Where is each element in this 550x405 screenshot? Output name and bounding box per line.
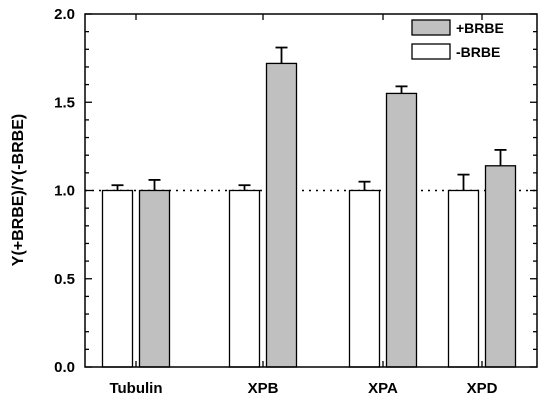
y-tick-label: 2.0 <box>54 6 75 23</box>
y-axis-title: Y(+BRBE)/Y(-BRBE) <box>10 114 27 266</box>
legend: +BRBE -BRBE <box>411 19 504 60</box>
y-tick-label: 0.5 <box>54 271 75 288</box>
axes-layer: Tubulin XPB XPA XPD 0.0 0.5 1.0 1.5 2.0 <box>54 6 538 397</box>
bar-xpd-plus-brbe <box>484 165 517 368</box>
legend-swatch <box>411 43 451 60</box>
bar-tubulin-plus-brbe <box>138 189 171 368</box>
y-tick-label: 1.0 <box>54 183 75 200</box>
legend-label: -BRBE <box>456 44 500 60</box>
bar-xpa-plus-brbe <box>385 92 418 368</box>
y-tick-label: 0.0 <box>54 359 75 376</box>
bar-xpd-minus-brbe <box>447 189 480 368</box>
bars-layer <box>101 46 517 368</box>
bar-xpb-minus-brbe <box>228 189 261 368</box>
x-tick-label: XPB <box>248 380 279 397</box>
x-tick-label: XPD <box>467 380 498 397</box>
x-tick-label: XPA <box>368 380 398 397</box>
y-tick-label: 1.5 <box>54 94 75 111</box>
legend-label: +BRBE <box>456 20 504 36</box>
x-tick-label: Tubulin <box>109 380 162 397</box>
legend-swatch <box>411 19 451 36</box>
bar-tubulin-minus-brbe <box>101 189 134 368</box>
bar-xpa-minus-brbe <box>348 189 381 368</box>
bar-xpb-plus-brbe <box>265 62 298 368</box>
